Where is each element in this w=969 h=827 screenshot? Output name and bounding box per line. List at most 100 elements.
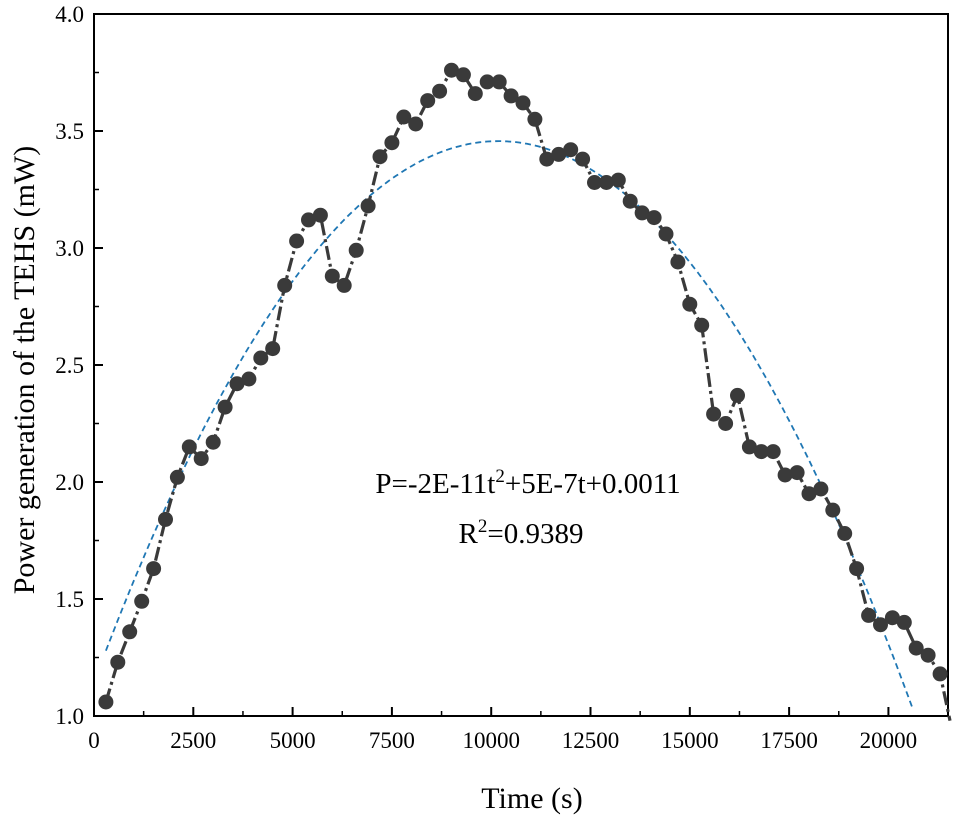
data-point — [634, 205, 650, 221]
data-point — [706, 406, 722, 422]
y-tick-label: 1.5 — [55, 587, 84, 612]
data-point — [551, 146, 567, 162]
x-tick-label: 0 — [88, 728, 100, 753]
data-point — [575, 151, 591, 167]
x-tick-label: 12500 — [562, 728, 620, 753]
data-point — [861, 607, 877, 623]
data-point — [610, 172, 626, 188]
data-point — [301, 212, 316, 228]
fit-curve-layer — [105, 140, 914, 708]
data-point — [265, 341, 281, 357]
x-tick-label: 17500 — [760, 728, 818, 753]
y-tick-label: 3.5 — [55, 119, 84, 144]
data-point — [384, 135, 400, 151]
r-squared-superscript: 2 — [478, 516, 488, 537]
data-point — [217, 399, 233, 415]
r-squared-rest: =0.9389 — [487, 518, 583, 550]
data-point — [110, 654, 126, 670]
y-tick-label: 1.0 — [55, 704, 84, 729]
data-point — [98, 694, 114, 710]
data-point — [467, 86, 483, 102]
data-point — [372, 149, 388, 165]
data-point — [646, 210, 662, 226]
series-layer — [98, 62, 952, 722]
x-tick-label: 2500 — [170, 728, 216, 753]
data-point — [253, 350, 269, 366]
x-tick-label: 10000 — [462, 728, 520, 753]
data-point — [718, 416, 734, 431]
data-point — [491, 74, 507, 90]
data-point — [598, 175, 614, 190]
x-tick-label: 5000 — [270, 728, 316, 753]
data-point — [146, 561, 162, 577]
data-point — [444, 62, 459, 78]
data-point — [455, 67, 471, 83]
y-tick-label: 3.0 — [55, 236, 84, 261]
data-point — [527, 111, 543, 127]
y-tick-label: 2.0 — [55, 470, 84, 495]
data-point — [694, 317, 710, 333]
data-point — [765, 444, 781, 460]
fit-curve — [105, 140, 914, 708]
data-point — [670, 254, 686, 270]
x-tick-label: 20000 — [860, 728, 918, 753]
x-axis: 0 2500 5000 7500 10000 12500 15000 17500 20000 — [88, 707, 917, 753]
data-point — [753, 444, 769, 460]
data-point — [813, 481, 829, 497]
data-point — [622, 193, 638, 209]
data-point — [920, 647, 936, 663]
data-point — [908, 640, 924, 656]
data-point — [587, 175, 602, 190]
data-point — [324, 268, 340, 284]
data-point — [849, 561, 865, 577]
data-point — [396, 109, 412, 125]
series-line — [104, 68, 952, 722]
y-axis: 1.0 1.5 2.0 2.5 3.0 3.5 4.0 — [55, 2, 103, 729]
x-axis-title: Time (s) — [481, 782, 582, 815]
data-point — [181, 439, 197, 455]
data-point — [241, 371, 257, 387]
data-point — [229, 376, 245, 392]
y-tick-label: 2.5 — [55, 353, 84, 378]
data-point — [741, 439, 757, 455]
data-point — [348, 242, 364, 258]
data-point — [158, 511, 173, 527]
y-tick-label: 4.0 — [55, 2, 84, 27]
data-point — [432, 83, 448, 99]
data-point — [169, 469, 185, 485]
data-point — [932, 666, 948, 682]
data-point — [289, 233, 305, 249]
data-point — [277, 277, 293, 293]
data-point — [873, 617, 888, 633]
data-point — [682, 296, 698, 312]
data-point — [896, 614, 912, 630]
data-point — [730, 387, 745, 403]
data-point — [658, 226, 674, 242]
fit-equation-superscript: 2 — [495, 466, 505, 487]
y-axis-title: Power generation of the TEHS (mW) — [8, 146, 41, 595]
fit-equation-main: P=-2E-11t — [375, 468, 495, 500]
fit-equation-rest: +5E-7t+0.0011 — [505, 468, 681, 500]
data-point — [479, 74, 495, 90]
x-tick-label: 15000 — [661, 728, 719, 753]
fit-equation-annotation: P=-2E-11t2+5E-7t+0.0011 — [375, 466, 680, 500]
data-point — [312, 207, 328, 223]
plot-frame — [93, 13, 949, 717]
r-squared-main: R — [459, 518, 479, 550]
data-point — [777, 467, 793, 483]
data-point — [134, 593, 150, 609]
data-point — [515, 95, 531, 111]
data-point — [789, 465, 805, 481]
data-point — [503, 88, 519, 104]
data-point — [122, 624, 138, 640]
data-point — [801, 486, 817, 502]
r-squared-annotation: R2=0.9389 — [459, 516, 584, 550]
data-point — [884, 610, 900, 626]
data-point — [205, 434, 221, 450]
data-point — [563, 142, 579, 158]
data-point — [360, 198, 376, 214]
data-point — [825, 502, 841, 518]
x-tick-label: 7500 — [369, 728, 415, 753]
